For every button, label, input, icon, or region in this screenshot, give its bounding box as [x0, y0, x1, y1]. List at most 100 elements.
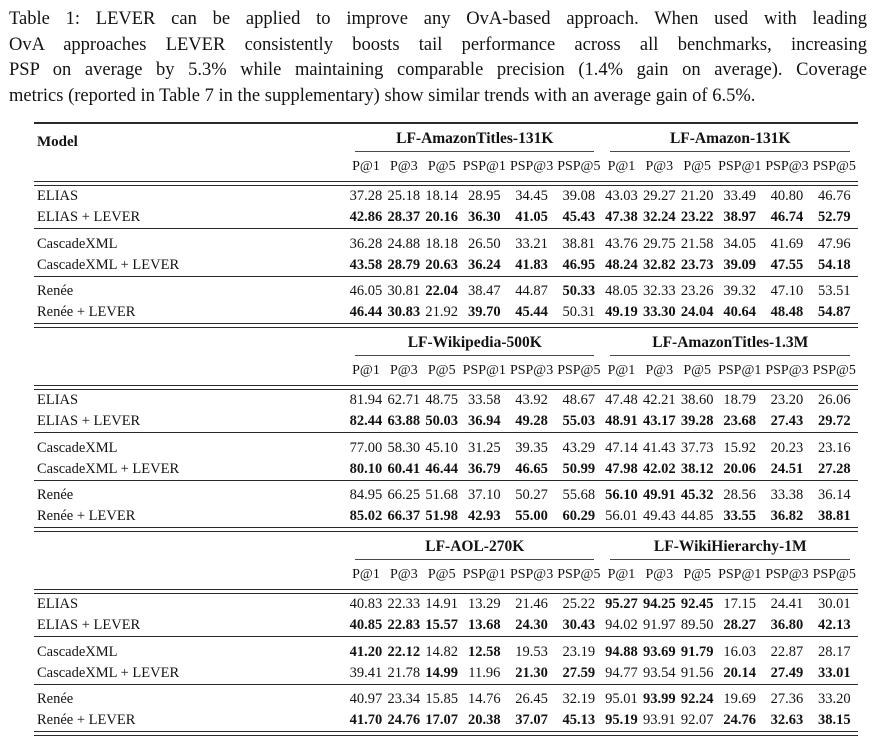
double-rule-line: [34, 181, 858, 186]
metric-header: PSP@1: [718, 363, 762, 378]
metric-value: 36.24: [467, 256, 501, 273]
metric-header: P@5: [683, 159, 711, 174]
metric-header: P@3: [645, 567, 674, 582]
results-table-body: Model LF-AmazonTitles-131K LF-Amazon-131K P…: [34, 123, 858, 736]
metric-value: 38.81: [562, 235, 596, 252]
single-rule: [34, 275, 858, 281]
table-row: CascadeXML 77.00 58.30 45.10 31.25 39.35 43.29…: [34, 438, 858, 459]
metric-value: 32.82: [642, 256, 676, 273]
metric-value: 48.75: [425, 392, 459, 408]
metric-value: 33.01: [818, 664, 851, 681]
metric-value: 33.38: [770, 487, 804, 503]
metric-value: 18.79: [723, 392, 757, 408]
metric-value: 39.41: [349, 664, 383, 681]
metric-value: 51.68: [425, 487, 459, 503]
metric-header: PSP@5: [557, 363, 601, 378]
metric-value: 60.41: [387, 460, 421, 477]
metric-header: PSP@5: [812, 363, 856, 378]
metric-value: 22.12: [387, 643, 421, 660]
metric-value: 77.00: [349, 439, 383, 456]
dataset-name: LF-Amazon-131K: [610, 130, 850, 152]
metric-value: 42.93: [467, 508, 501, 524]
metric-value: 11.96: [468, 664, 501, 681]
metric-header: P@3: [390, 567, 418, 582]
metric-value: 23.19: [562, 643, 596, 660]
metric-value: 20.16: [425, 209, 459, 225]
metric-value: 20.38: [467, 712, 501, 728]
metric-value: 94.25: [642, 596, 676, 612]
metric-value: 29.75: [642, 235, 676, 252]
metric-value: 42.86: [349, 209, 383, 225]
metric-value: 27.43: [770, 413, 804, 429]
metric-value: 45.13: [562, 712, 596, 728]
model-name: ELIAS + LEVER: [37, 617, 141, 633]
metric-value: 36.30: [467, 209, 501, 225]
metric-header: PSP@3: [765, 363, 809, 378]
metric-value: 40.83: [349, 596, 383, 612]
metric-value: 66.37: [387, 508, 421, 524]
metric-value: 63.88: [387, 413, 421, 429]
metric-value: 21.46: [515, 596, 548, 612]
metric-value: 39.28: [680, 413, 714, 429]
metric-value: 44.87: [515, 283, 548, 299]
metric-value: 20.63: [425, 256, 459, 273]
metric-value: 38.97: [723, 209, 757, 225]
metric-value: 27.36: [770, 691, 804, 707]
metric-value: 49.43: [642, 508, 676, 524]
metric-header: P@3: [645, 363, 674, 378]
metric-value: 37.10: [467, 487, 501, 503]
model-name: CascadeXML: [37, 643, 118, 660]
metric-header: PSP@5: [812, 159, 856, 174]
metric-value: 92.07: [680, 712, 714, 728]
metric-value: 47.96: [818, 235, 851, 252]
metric-value: 38.12: [680, 460, 714, 477]
metric-value: 46.95: [562, 256, 596, 273]
metric-value: 48.91: [605, 413, 638, 429]
metric-value: 12.58: [467, 643, 501, 660]
metric-value: 56.10: [605, 487, 638, 503]
metric-value: 53.51: [818, 283, 851, 299]
dataset-name: LF-AmazonTitles-1.3M: [610, 334, 850, 356]
metric-value: 40.80: [770, 188, 804, 204]
metric-value: 29.27: [642, 188, 676, 204]
model-name: Renée: [37, 691, 74, 707]
metric-value: 14.76: [467, 691, 501, 707]
double-rule-line: [34, 731, 858, 736]
metric-value: 26.50: [467, 235, 501, 252]
dataset-name: LF-WikiHierarchy-1M: [610, 538, 850, 560]
metric-value: 32.24: [642, 209, 676, 225]
single-rule: [34, 479, 858, 485]
metric-row-spacer: [34, 152, 347, 182]
metric-header: PSP@3: [765, 567, 809, 582]
metric-value: 24.41: [770, 596, 804, 612]
metric-value: 45.43: [562, 209, 596, 225]
metric-value: 46.05: [349, 283, 383, 299]
single-rule: [34, 228, 858, 234]
metric-value: 93.54: [642, 664, 676, 681]
metric-value: 20.06: [723, 460, 757, 477]
metric-header: PSP@3: [509, 159, 554, 174]
metric-value: 33.55: [723, 508, 757, 524]
metric-value: 50.33: [562, 283, 596, 299]
metric-value: 19.69: [723, 691, 757, 707]
model-name: Renée + LEVER: [37, 304, 136, 320]
metric-value: 94.77: [605, 664, 638, 681]
metric-header: P@3: [390, 159, 418, 174]
metric-value: 41.20: [349, 643, 383, 660]
metric-header: P@1: [607, 363, 636, 378]
metric-value: 39.70: [467, 304, 501, 320]
table-row: Renée + LEVER 85.02 66.37 51.98 42.93 55.00 60…: [34, 506, 858, 528]
metric-value: 36.82: [770, 508, 804, 524]
metric-value: 30.83: [387, 304, 421, 320]
metric-value: 28.79: [387, 256, 421, 273]
single-rule: [34, 683, 858, 689]
metric-value: 33.21: [515, 235, 548, 252]
metric-header: P@1: [352, 159, 380, 174]
table-row: ELIAS + LEVER 40.85 22.83 15.57 13.68 24.30 30…: [34, 615, 858, 637]
metric-value: 17.07: [425, 712, 459, 728]
metric-value: 50.27: [515, 487, 548, 503]
metric-value: 24.76: [723, 712, 757, 728]
metric-value: 38.15: [818, 712, 851, 728]
metric-value: 15.57: [425, 617, 459, 633]
metric-value: 45.32: [680, 487, 714, 503]
